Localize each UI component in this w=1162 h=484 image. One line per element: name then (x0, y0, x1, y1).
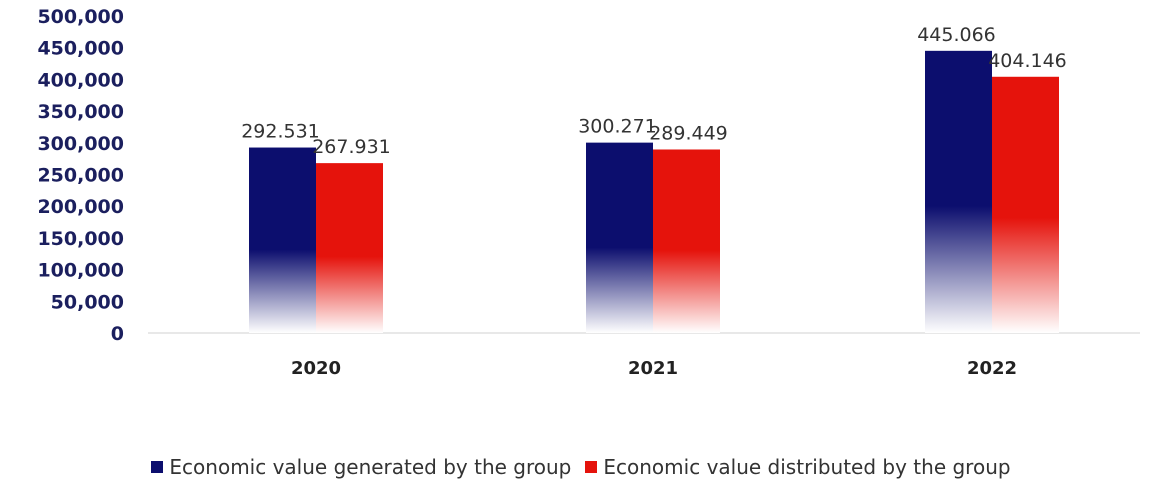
bar-generated (925, 50, 992, 333)
legend-label-generated: Economic value generated by the group (169, 455, 572, 479)
bar-distributed (992, 76, 1059, 334)
y-tick-label: 200,000 (37, 196, 124, 218)
legend-item-generated: Economic value generated by the group (151, 455, 571, 479)
bars (249, 50, 1059, 334)
data-label-distributed: 289.449 (649, 122, 728, 144)
y-tick-label: 150,000 (37, 228, 124, 250)
y-tick-label: 500,000 (37, 6, 124, 28)
bar-distributed (653, 149, 720, 333)
y-tick-label: 400,000 (37, 69, 124, 91)
bar-chart: 0 50,000 100,000 150,000 200,000 250,000 300,0… (37, 6, 1140, 379)
data-label-distributed: 267.931 (312, 136, 391, 158)
y-tick-label: 450,000 (37, 38, 124, 60)
x-tick-label: 2021 (628, 358, 678, 379)
legend-swatch-distributed (585, 461, 598, 473)
bar-generated (586, 142, 653, 333)
x-axis: 2020 2021 2022 (291, 358, 1017, 379)
legend-swatch-generated (151, 461, 164, 473)
y-tick-label: 250,000 (37, 165, 124, 187)
data-label-generated: 292.531 (241, 121, 320, 143)
data-label-generated: 445.066 (917, 24, 996, 46)
y-tick-label: 50,000 (51, 291, 124, 313)
y-tick-label: 300,000 (37, 133, 124, 155)
legend-label-distributed: Economic value distributed by the group (603, 455, 1011, 479)
x-tick-label: 2022 (967, 358, 1017, 379)
y-tick-label: 350,000 (37, 101, 124, 123)
bar-distributed (316, 163, 383, 333)
bar-generated (249, 147, 316, 333)
y-tick-label: 0 (111, 323, 124, 345)
y-axis: 0 50,000 100,000 150,000 200,000 250,000 300,0… (37, 6, 124, 345)
legend-item-distributed: Economic value distributed by the group (585, 455, 1011, 479)
legend: Economic value generated by the group Ec… (0, 450, 1162, 484)
x-tick-label: 2020 (291, 358, 341, 379)
data-label-generated: 300.271 (578, 116, 657, 138)
data-label-distributed: 404.146 (988, 50, 1067, 72)
y-tick-label: 100,000 (37, 260, 124, 282)
